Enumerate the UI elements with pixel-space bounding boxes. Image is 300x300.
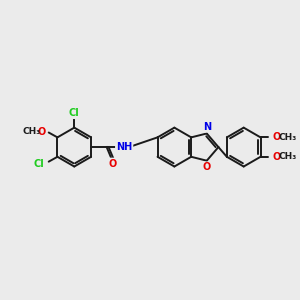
Text: NH: NH	[116, 142, 132, 152]
Text: CH₃: CH₃	[278, 152, 296, 161]
Text: O: O	[272, 152, 281, 162]
Text: CH₃: CH₃	[23, 127, 41, 136]
Text: O: O	[108, 159, 117, 169]
Text: O: O	[38, 127, 46, 136]
Text: CH₃: CH₃	[278, 133, 296, 142]
Text: O: O	[202, 163, 211, 172]
Text: O: O	[272, 132, 281, 142]
Text: N: N	[203, 122, 211, 132]
Text: Cl: Cl	[33, 159, 44, 169]
Text: Cl: Cl	[69, 108, 80, 118]
